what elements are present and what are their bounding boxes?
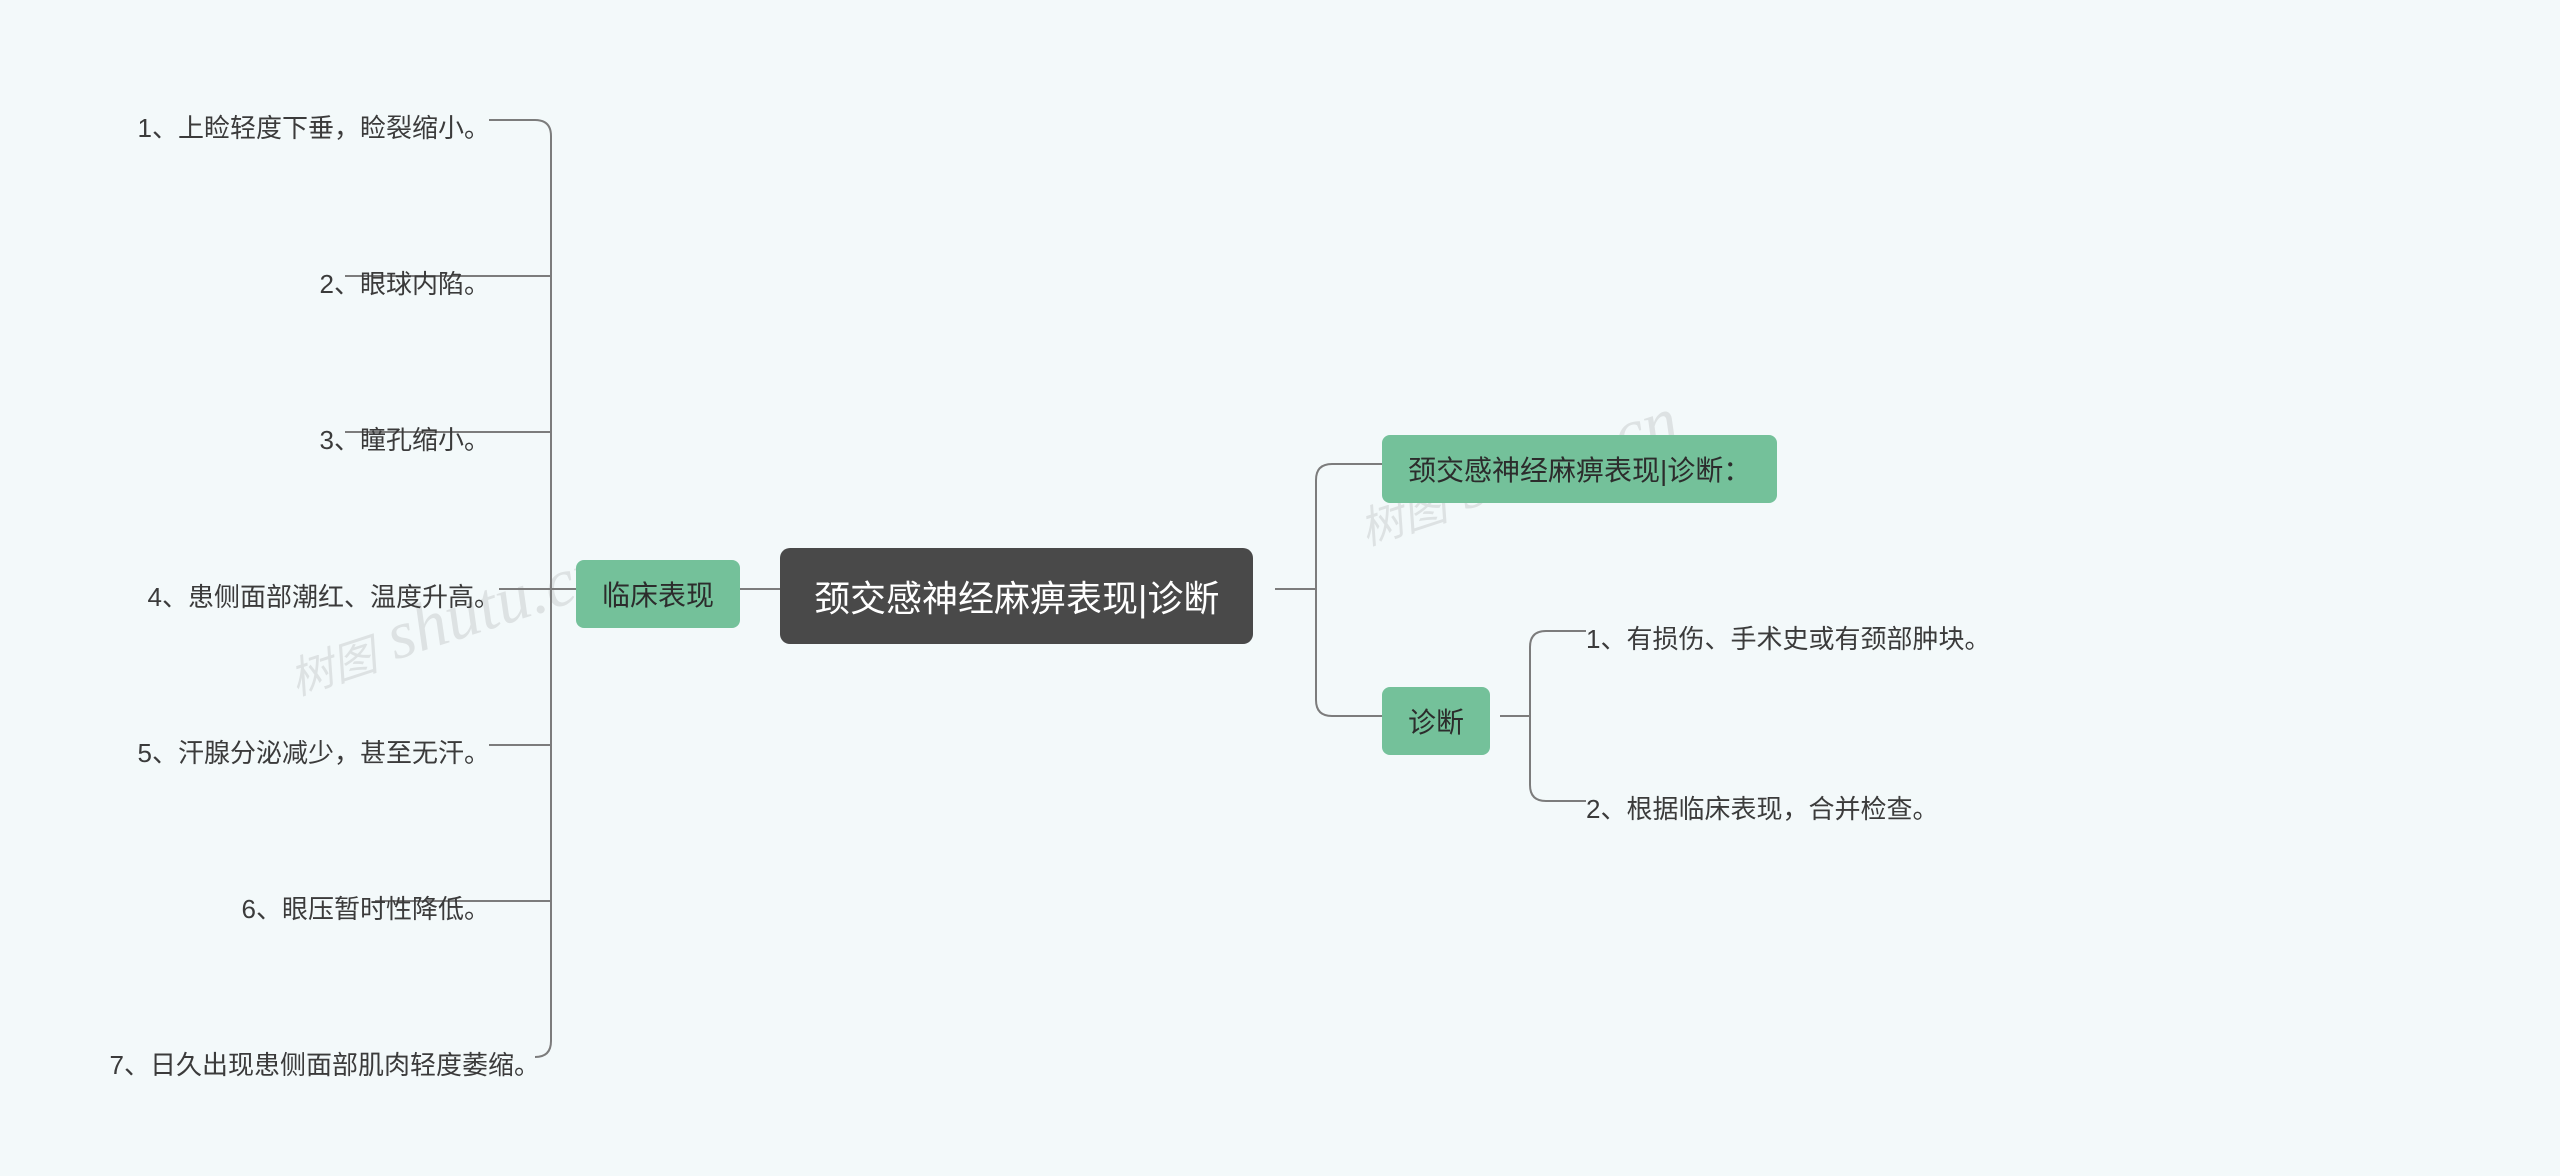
leaf-clinical-1[interactable]: 1、上睑轻度下垂，睑裂缩小。 (130, 102, 490, 151)
leaf-label: 1、上睑轻度下垂，睑裂缩小。 (138, 113, 490, 143)
leaf-clinical-6[interactable]: 6、眼压暂时性降低。 (130, 883, 490, 932)
leaf-clinical-7[interactable]: 7、日久出现患侧面部肌肉轻度萎缩。 (40, 1039, 540, 1088)
leaf-label: 5、汗腺分泌减少，甚至无汗。 (138, 738, 490, 768)
leaf-clinical-5[interactable]: 5、汗腺分泌减少，甚至无汗。 (90, 727, 490, 776)
leaf-label: 2、眼球内陷。 (320, 269, 490, 299)
leaf-clinical-2[interactable]: 2、眼球内陷。 (130, 258, 490, 307)
leaf-label: 4、患侧面部潮红、温度升高。 (148, 582, 500, 612)
watermark-small: 树图 (280, 620, 383, 708)
leaf-clinical-4[interactable]: 4、患侧面部潮红、温度升高。 (100, 571, 500, 620)
branch-clinical-label: 临床表现 (602, 580, 714, 611)
leaf-label: 3、瞳孔缩小。 (320, 425, 490, 455)
leaf-clinical-3[interactable]: 3、瞳孔缩小。 (130, 414, 490, 463)
leaf-label: 6、眼压暂时性降低。 (242, 894, 490, 924)
branch-title-right-label: 颈交感神经麻痹表现|诊断： (1408, 455, 1751, 486)
branch-clinical[interactable]: 临床表现 (576, 560, 740, 628)
leaf-label: 1、有损伤、手术史或有颈部肿块。 (1586, 624, 1990, 654)
leaf-diagnosis-1[interactable]: 1、有损伤、手术史或有颈部肿块。 (1586, 613, 1990, 662)
branch-diagnosis-label: 诊断 (1408, 707, 1464, 738)
leaf-label: 7、日久出现患侧面部肌肉轻度萎缩。 (110, 1050, 540, 1080)
leaf-label: 2、根据临床表现，合并检查。 (1586, 794, 1938, 824)
root-label: 颈交感神经麻痹表现|诊断 (814, 578, 1219, 619)
leaf-diagnosis-2[interactable]: 2、根据临床表现，合并检查。 (1586, 783, 1938, 832)
root-node[interactable]: 颈交感神经麻痹表现|诊断 (780, 548, 1253, 644)
branch-diagnosis[interactable]: 诊断 (1382, 687, 1490, 755)
branch-title-right[interactable]: 颈交感神经麻痹表现|诊断： (1382, 435, 1777, 503)
